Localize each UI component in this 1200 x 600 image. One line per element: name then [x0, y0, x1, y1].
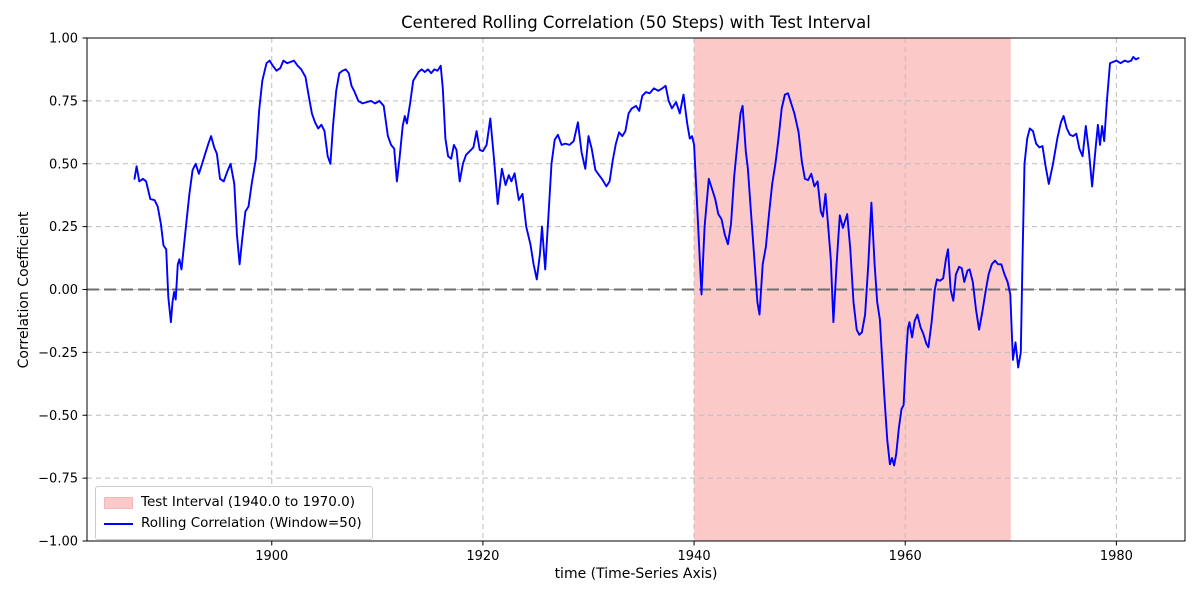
- rolling-correlation-line: [133, 55, 1140, 467]
- y-tick-label: 0.50: [49, 157, 78, 172]
- legend-label-rolling-correlation: Rolling Correlation (Window=50): [141, 515, 362, 531]
- y-tick-label: 0.00: [49, 283, 78, 298]
- legend-item-rolling-correlation: Rolling Correlation (Window=50): [104, 513, 362, 534]
- legend-label-test-interval: Test Interval (1940.0 to 1970.0): [141, 494, 356, 510]
- y-tick-label: −0.25: [38, 346, 78, 361]
- rolling-correlation-line-icon: [104, 522, 133, 525]
- y-tick-label: 1.00: [49, 32, 78, 47]
- x-tick-label: 1900: [255, 549, 288, 564]
- test-interval-swatch-icon: [104, 496, 133, 509]
- x-tick-label: 1940: [678, 549, 711, 564]
- legend-item-test-interval: Test Interval (1940.0 to 1970.0): [104, 492, 362, 513]
- x-axis-label: time (Time-Series Axis): [554, 566, 718, 582]
- y-tick-label: −0.75: [38, 472, 78, 487]
- x-tick-label: 1960: [889, 549, 922, 564]
- x-tick-label: 1980: [1100, 549, 1133, 564]
- y-tick-label: 0.75: [49, 94, 78, 109]
- y-tick-label: 0.25: [49, 220, 78, 235]
- y-tick-label: −0.50: [38, 409, 78, 424]
- legend: Test Interval (1940.0 to 1970.0) Rolling…: [95, 486, 373, 540]
- chart-title: Centered Rolling Correlation (50 Steps) …: [401, 13, 871, 32]
- x-tick-label: 1920: [466, 549, 499, 564]
- y-axis-label: Correlation Coefficient: [16, 211, 32, 369]
- y-tick-label: −1.00: [38, 535, 78, 550]
